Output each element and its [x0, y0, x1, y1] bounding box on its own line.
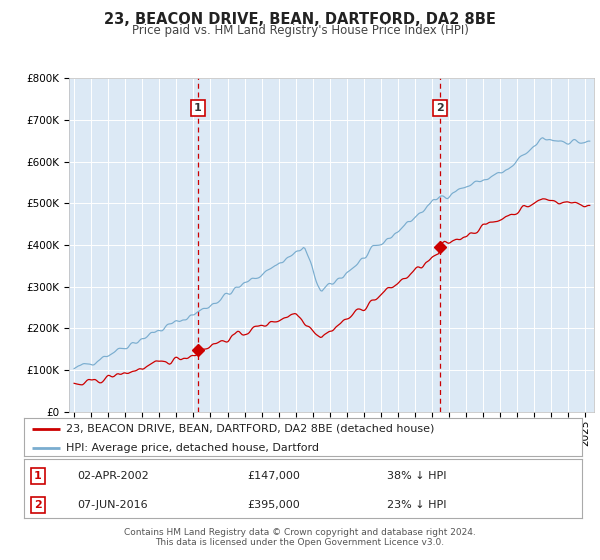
Text: HPI: Average price, detached house, Dartford: HPI: Average price, detached house, Dart… — [66, 443, 319, 453]
Text: £147,000: £147,000 — [247, 470, 300, 480]
Text: 38% ↓ HPI: 38% ↓ HPI — [387, 470, 446, 480]
Text: 02-APR-2002: 02-APR-2002 — [77, 470, 149, 480]
Text: 2: 2 — [436, 104, 443, 113]
Text: 23% ↓ HPI: 23% ↓ HPI — [387, 500, 446, 510]
Text: 23, BEACON DRIVE, BEAN, DARTFORD, DA2 8BE (detached house): 23, BEACON DRIVE, BEAN, DARTFORD, DA2 8B… — [66, 424, 434, 434]
Text: Contains HM Land Registry data © Crown copyright and database right 2024.: Contains HM Land Registry data © Crown c… — [124, 528, 476, 536]
Text: 1: 1 — [194, 104, 202, 113]
Text: 07-JUN-2016: 07-JUN-2016 — [77, 500, 148, 510]
Text: 2: 2 — [34, 500, 42, 510]
Text: This data is licensed under the Open Government Licence v3.0.: This data is licensed under the Open Gov… — [155, 538, 445, 547]
Text: £395,000: £395,000 — [247, 500, 300, 510]
Text: Price paid vs. HM Land Registry's House Price Index (HPI): Price paid vs. HM Land Registry's House … — [131, 24, 469, 36]
Text: 23, BEACON DRIVE, BEAN, DARTFORD, DA2 8BE: 23, BEACON DRIVE, BEAN, DARTFORD, DA2 8B… — [104, 12, 496, 27]
Text: 1: 1 — [34, 470, 42, 480]
